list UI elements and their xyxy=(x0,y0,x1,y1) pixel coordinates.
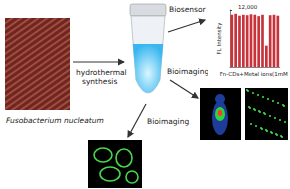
svg-text:FL Intensity: FL Intensity xyxy=(216,22,223,55)
svg-text:Biosensor: Biosensor xyxy=(169,5,207,14)
svg-text:hydrothermal: hydrothermal xyxy=(76,68,127,77)
svg-text:Fn-CDs+Metal ions(1mM): Fn-CDs+Metal ions(1mM) xyxy=(220,71,288,77)
svg-text:12,000: 12,000 xyxy=(238,4,258,10)
svg-text:synthesis: synthesis xyxy=(82,77,117,86)
svg-text:Fusobacterium nucleatum: Fusobacterium nucleatum xyxy=(6,116,104,125)
svg-text:Bioimaging: Bioimaging xyxy=(147,117,189,126)
svg-text:Bioimaging: Bioimaging xyxy=(167,67,209,76)
